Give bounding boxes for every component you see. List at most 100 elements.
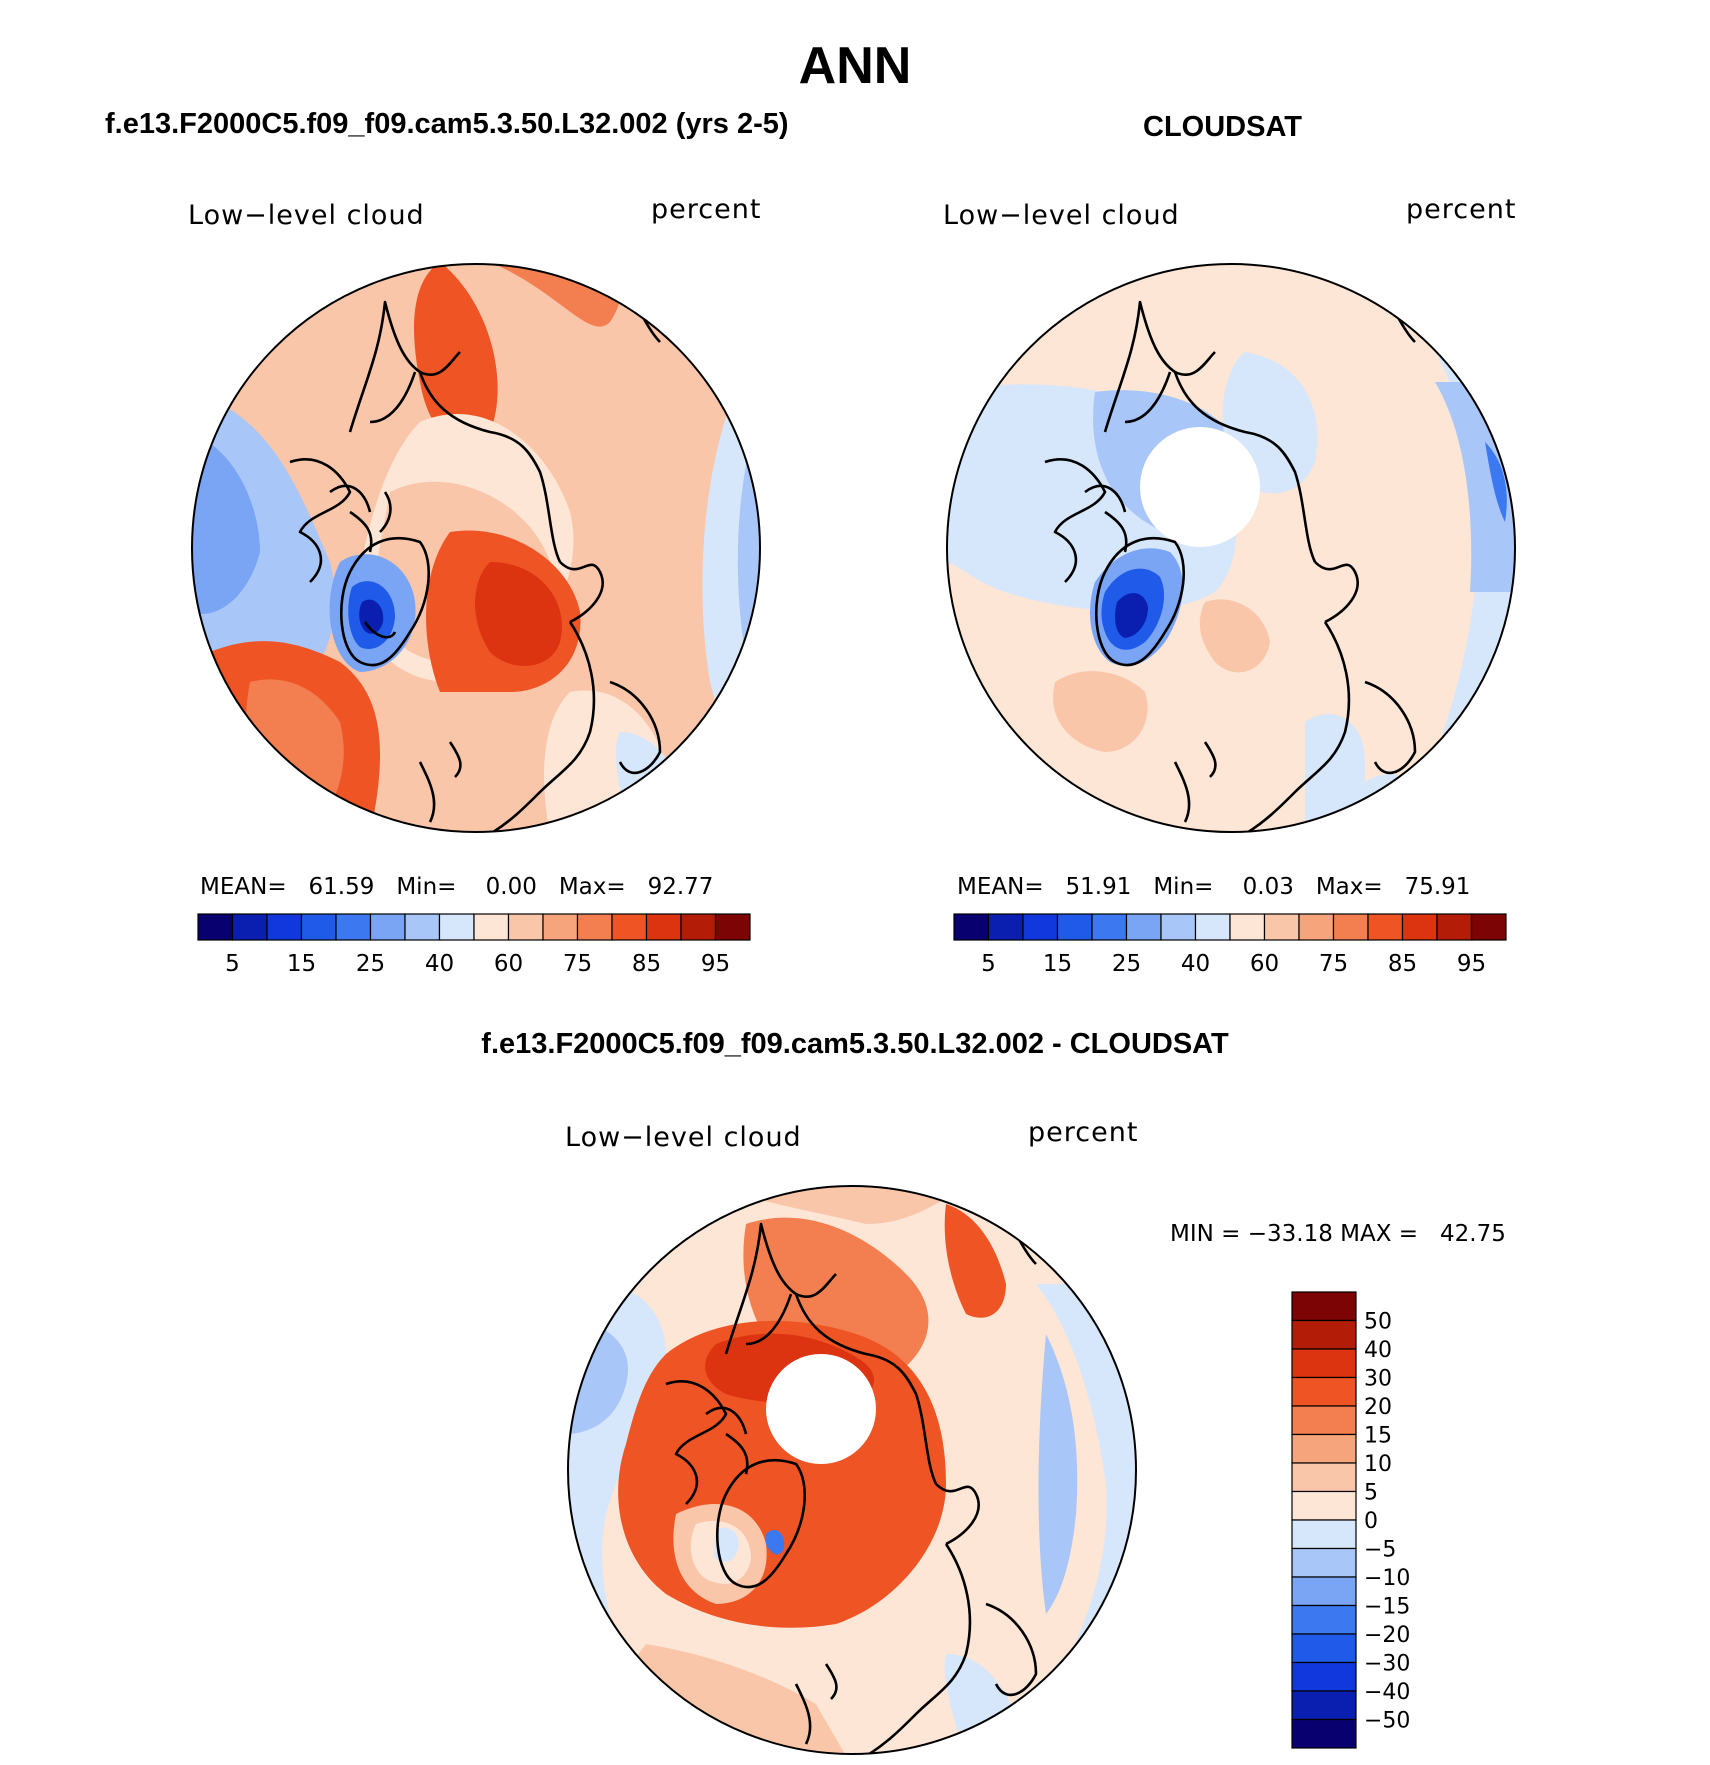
difference-colorbar-tick-label: −50 (1364, 1709, 1410, 1734)
model-colorbar-box (576, 913, 613, 941)
model-colorbar-box (335, 913, 372, 941)
obs-colorbar-box (1332, 913, 1369, 941)
obs-stats: MEAN= 51.91 Min= 0.03 Max= 75.91 (957, 874, 1470, 900)
model-colorbar-tick-label: 95 (701, 951, 730, 974)
obs-colorbar-tick-label: 95 (1457, 951, 1486, 974)
model-min-value: 0.00 (485, 874, 537, 900)
difference-colorbar-box (1291, 1490, 1357, 1521)
obs-colorbar-box (1194, 913, 1231, 941)
difference-colorbar-tick-label: 15 (1364, 1424, 1392, 1449)
difference-colorbar-box (1291, 1462, 1357, 1493)
obs-polar-map (946, 263, 1516, 833)
obs-colorbar: 5 15 25 40 60 75 85 95 (953, 913, 1507, 974)
model-colorbar-box (507, 913, 544, 941)
obs-colorbar-box (1367, 913, 1404, 941)
obs-colorbar-tick-label: 60 (1250, 951, 1279, 974)
difference-colorbar-box (1291, 1291, 1357, 1322)
difference-colorbar-box (1291, 1690, 1357, 1721)
difference-colorbar-tick-label: 40 (1364, 1338, 1392, 1363)
obs-max-label: Max= (1315, 874, 1383, 900)
difference-colorbar-box (1291, 1433, 1357, 1464)
difference-colorbar-tick-label: −5 (1364, 1538, 1396, 1563)
obs-case-title: CLOUDSAT (1143, 111, 1302, 143)
obs-colorbar-box (1056, 913, 1093, 941)
model-stats: MEAN= 61.59 Min= 0.00 Max= 92.77 (200, 874, 713, 900)
model-units-label: percent (651, 194, 762, 225)
difference-colorbar-tick-label: 10 (1364, 1452, 1392, 1477)
difference-colorbar-box (1291, 1319, 1357, 1350)
obs-colorbar-box (1436, 913, 1473, 941)
difference-colorbar-box (1291, 1576, 1357, 1607)
model-polar-map (191, 263, 761, 833)
obs-colorbar-box (1160, 913, 1197, 941)
model-max-label: Max= (558, 874, 626, 900)
diff-units-label: percent (1028, 1117, 1139, 1148)
model-colorbar-box (542, 913, 579, 941)
obs-colorbar-box (1091, 913, 1128, 941)
difference-colorbar-tick-label: 30 (1364, 1367, 1392, 1392)
model-colorbar-tick-label: 60 (494, 951, 523, 974)
model-colorbar-box (300, 913, 337, 941)
model-colorbar-tick-label: 15 (287, 951, 316, 974)
obs-colorbar-tick-label: 85 (1388, 951, 1417, 974)
obs-variable-label: Low−level cloud (943, 200, 1180, 231)
obs-min-value: 0.03 (1242, 874, 1294, 900)
difference-colorbar-tick-label: −10 (1364, 1566, 1410, 1591)
model-colorbar-box (645, 913, 682, 941)
model-colorbar-box (714, 913, 751, 941)
model-colorbar-tick-label: 85 (632, 951, 661, 974)
difference-colorbar-tick-label: −30 (1364, 1652, 1410, 1677)
obs-colorbar-box (1401, 913, 1438, 941)
model-colorbar-box (680, 913, 717, 941)
obs-colorbar-box (1229, 913, 1266, 941)
model-colorbar-box (197, 913, 234, 941)
obs-colorbar-tick-label: 40 (1181, 951, 1210, 974)
obs-mean-label: MEAN= (957, 874, 1044, 900)
obs-colorbar-box (1022, 913, 1059, 941)
model-case-title: f.e13.F2000C5.f09_f09.cam5.3.50.L32.002 … (105, 108, 789, 140)
difference-colorbar-tick-label: 5 (1364, 1481, 1378, 1506)
difference-colorbar-tick-label: 20 (1364, 1395, 1392, 1420)
obs-colorbar-box (1470, 913, 1507, 941)
model-min-label: Min= (396, 874, 457, 900)
model-mean-value: 61.59 (308, 874, 375, 900)
model-max-value: 92.77 (647, 874, 714, 900)
difference-colorbar-box (1291, 1348, 1357, 1379)
difference-colorbar-box (1291, 1718, 1357, 1749)
model-variable-label: Low−level cloud (188, 200, 425, 231)
model-colorbar-tick-label: 5 (225, 951, 240, 974)
model-colorbar-tick-label: 25 (356, 951, 385, 974)
model-colorbar-box (266, 913, 303, 941)
obs-colorbar-tick-label: 15 (1043, 951, 1072, 974)
model-colorbar-box (369, 913, 406, 941)
obs-mean-value: 51.91 (1065, 874, 1132, 900)
obs-units-label: percent (1406, 194, 1517, 225)
difference-colorbar-box (1291, 1661, 1357, 1692)
difference-colorbar-box (1291, 1547, 1357, 1578)
obs-colorbar-box (1298, 913, 1335, 941)
model-colorbar-box (231, 913, 268, 941)
model-colorbar-box (438, 913, 475, 941)
model-colorbar-box (611, 913, 648, 941)
season-title: ANN (798, 37, 912, 95)
difference-colorbar-box (1291, 1405, 1357, 1436)
difference-colorbar-tick-label: −15 (1364, 1595, 1410, 1620)
model-colorbar: 5 15 25 40 60 75 85 95 (197, 913, 751, 974)
model-colorbar-box (404, 913, 441, 941)
difference-colorbar-box (1291, 1604, 1357, 1635)
obs-min-label: Min= (1153, 874, 1214, 900)
obs-colorbar-tick-label: 5 (981, 951, 996, 974)
difference-polar-map (567, 1185, 1137, 1755)
difference-colorbar-tick-label: −20 (1364, 1623, 1410, 1648)
obs-colorbar-tick-label: 25 (1112, 951, 1141, 974)
obs-max-value: 75.91 (1404, 874, 1471, 900)
obs-colorbar-tick-label: 75 (1319, 951, 1348, 974)
difference-colorbar-tick-label: 0 (1364, 1509, 1378, 1534)
model-colorbar-box (473, 913, 510, 941)
difference-colorbar-box (1291, 1376, 1357, 1407)
diff-minmax: MIN = −33.18 MAX = 42.75 (1170, 1221, 1506, 1247)
obs-colorbar-box (987, 913, 1024, 941)
model-mean-label: MEAN= (200, 874, 287, 900)
model-colorbar-tick-label: 40 (425, 951, 454, 974)
